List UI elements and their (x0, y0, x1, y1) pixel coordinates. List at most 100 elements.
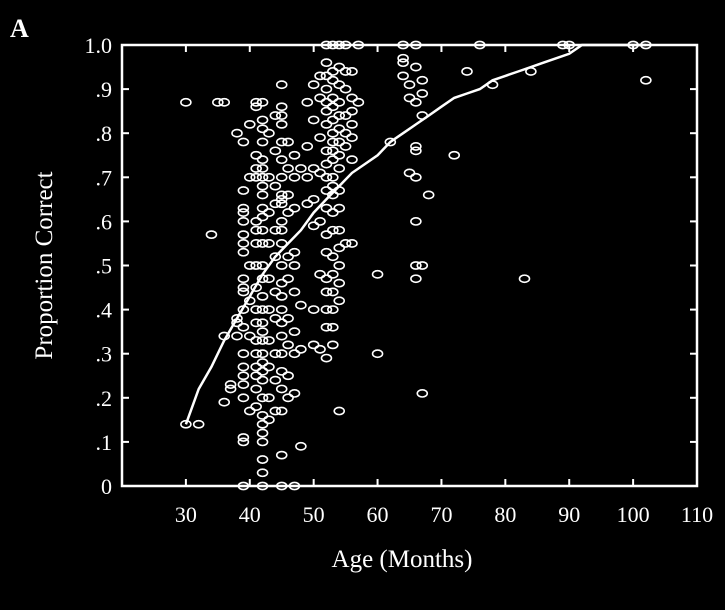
x-tick-label: 40 (239, 502, 261, 527)
data-point (327, 322, 339, 332)
data-point (256, 155, 269, 165)
data-point (275, 190, 288, 200)
data-point (410, 146, 422, 156)
data-point (237, 393, 250, 403)
data-point (333, 203, 346, 213)
data-point (403, 80, 416, 90)
data-point (397, 71, 409, 81)
data-point (250, 225, 262, 235)
data-point (327, 172, 339, 182)
data-point (282, 208, 294, 217)
data-point (218, 97, 231, 107)
data-point (346, 155, 358, 165)
data-point (339, 142, 352, 151)
data-point (333, 225, 346, 235)
data-point (403, 93, 416, 103)
data-point (416, 75, 429, 85)
data-point (333, 137, 346, 147)
data-point (275, 102, 288, 112)
data-point (275, 291, 288, 301)
data-point (250, 362, 262, 372)
data-point (320, 230, 333, 240)
data-point (256, 428, 269, 438)
data-point (327, 40, 339, 50)
data-point (218, 397, 231, 407)
data-point (275, 111, 288, 120)
data-point (275, 278, 288, 288)
data-point (275, 349, 288, 359)
data-point (333, 296, 346, 306)
data-point (371, 269, 384, 279)
data-point (333, 111, 346, 120)
data-point (288, 247, 301, 257)
data-point (448, 150, 461, 160)
data-point (333, 278, 346, 288)
data-point (256, 437, 269, 447)
data-point (314, 344, 326, 354)
data-point (243, 261, 256, 270)
data-point (269, 225, 282, 235)
data-point (256, 212, 269, 222)
data-point (346, 119, 358, 129)
data-point (320, 287, 333, 297)
data-point (256, 203, 269, 213)
data-point (288, 287, 301, 297)
data-point (256, 358, 269, 367)
data-point (269, 375, 282, 385)
y-tick-label: .3 (96, 342, 113, 367)
data-point (307, 194, 320, 204)
data-point (256, 481, 269, 491)
data-point (256, 291, 269, 301)
data-point (327, 155, 339, 165)
data-point (250, 336, 262, 345)
data-point (416, 388, 429, 398)
data-point (275, 481, 288, 491)
data-point (224, 380, 237, 389)
data-point (333, 80, 346, 90)
data-point (327, 305, 339, 314)
data-point (250, 97, 262, 107)
data-point (314, 168, 326, 178)
data-point (237, 239, 250, 248)
data-point (269, 252, 282, 262)
data-point (410, 216, 422, 226)
data-point (263, 415, 275, 425)
data-point (301, 97, 314, 107)
plot-frame (120, 43, 699, 488)
data-point (224, 384, 237, 394)
data-point (269, 146, 282, 156)
data-point (237, 203, 250, 213)
data-point (237, 186, 250, 195)
data-point (263, 172, 275, 182)
y-tick-label: .6 (96, 209, 113, 234)
panel-label: A (10, 14, 29, 43)
data-point (250, 402, 262, 412)
data-point (320, 119, 333, 129)
data-point (327, 252, 339, 262)
data-point (295, 344, 307, 354)
data-point (237, 283, 250, 292)
data-point (250, 384, 262, 394)
data-point (263, 239, 275, 248)
data-point (397, 40, 409, 50)
data-point (295, 300, 307, 310)
data-point (327, 146, 339, 156)
data-point (275, 305, 288, 314)
data-point (256, 181, 269, 191)
data-point (320, 71, 333, 81)
data-point (275, 318, 288, 328)
data-point (288, 203, 301, 213)
axes-frame (120, 43, 699, 488)
data-point (307, 80, 320, 90)
data-point (314, 133, 326, 143)
data-points (180, 40, 652, 491)
data-point (314, 71, 326, 81)
data-point (422, 190, 435, 200)
data-point (320, 172, 333, 182)
data-point (346, 67, 358, 76)
data-point (237, 247, 250, 257)
data-point (237, 380, 250, 389)
data-point (295, 164, 307, 173)
data-point (256, 336, 269, 345)
